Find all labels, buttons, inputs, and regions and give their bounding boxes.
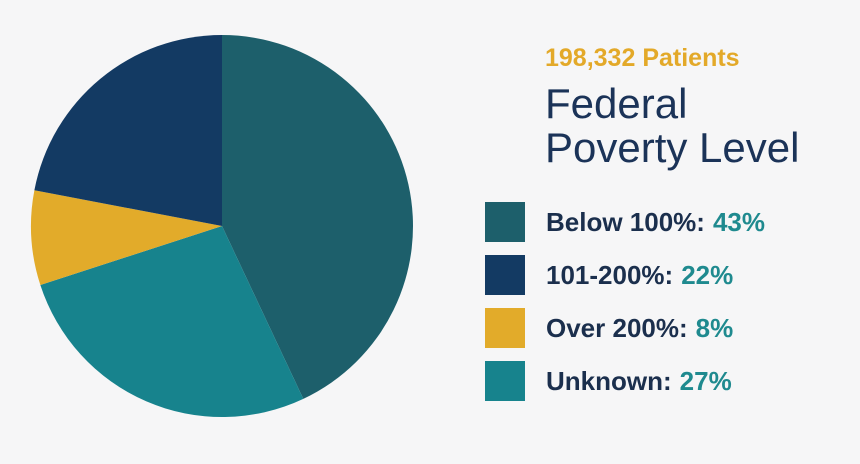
pie-slice (40, 226, 304, 417)
value-label: 22% (681, 259, 734, 290)
value-label: 43% (712, 206, 765, 237)
legend-label: 101-200%: (546, 259, 674, 290)
pie-slice (222, 35, 413, 399)
legend-item: 101-200%: 22% (485, 255, 733, 295)
legend-item: Unknown: 27% (485, 361, 732, 401)
legend-swatch (485, 308, 525, 348)
value-label: 8% (695, 312, 734, 343)
pie-chart (30, 35, 413, 417)
legend-item: Over 200%: 8% (485, 308, 733, 348)
pie-slice (30, 190, 223, 286)
legend-label: Unknown: (546, 365, 672, 396)
value-label: 27% (679, 365, 732, 396)
legend-label: Over 200%: (546, 312, 688, 343)
legend-label: Below 100%: (546, 206, 705, 237)
legend-swatch (485, 255, 525, 295)
chart-title: Federal Poverty Level (545, 80, 800, 171)
legend-swatch (485, 361, 525, 401)
legend-swatch (485, 202, 525, 242)
chart-subtitle: 198,332 Patients (545, 44, 740, 72)
legend-item: Below 100%: 43% (485, 202, 765, 242)
pie-slice (34, 35, 223, 226)
